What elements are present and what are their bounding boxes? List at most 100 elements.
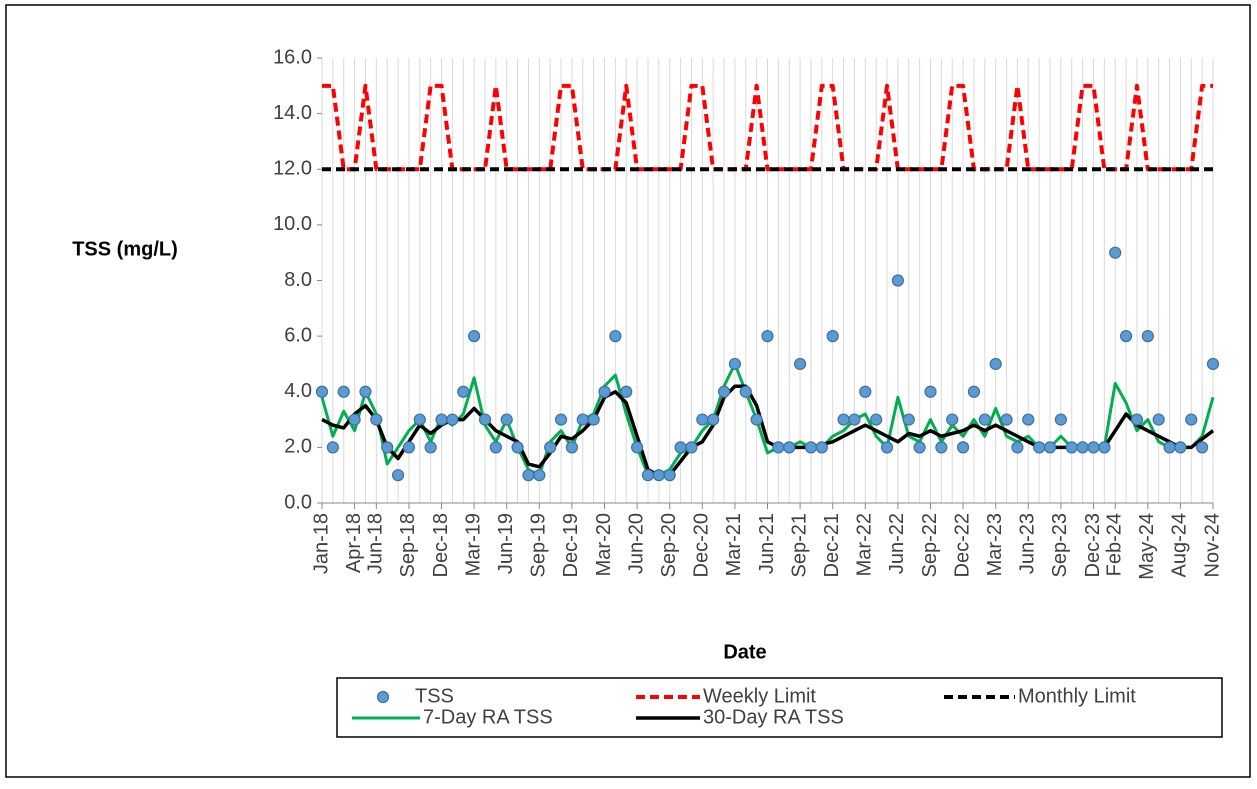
data-point bbox=[500, 413, 513, 426]
data-point bbox=[1185, 413, 1198, 426]
x-tick-label: May-24 bbox=[1136, 513, 1158, 580]
data-point bbox=[978, 413, 991, 426]
data-point bbox=[457, 385, 470, 398]
data-point bbox=[565, 441, 579, 454]
y-tick-label: 4.0 bbox=[284, 380, 312, 402]
data-point bbox=[1065, 441, 1078, 454]
data-point bbox=[1141, 330, 1154, 343]
x-axis-title: Date bbox=[723, 641, 766, 663]
x-tick-label: Apr-18 bbox=[343, 513, 365, 573]
data-point bbox=[587, 413, 600, 426]
x-tick-label: Nov-24 bbox=[1201, 513, 1223, 577]
x-tick-label: Jun-23 bbox=[1017, 513, 1039, 574]
data-point bbox=[1119, 330, 1133, 343]
data-point bbox=[761, 330, 774, 343]
y-tick-label: 10.0 bbox=[273, 213, 312, 235]
legend-label: TSS bbox=[415, 685, 454, 707]
x-tick-label: Mar-23 bbox=[984, 513, 1006, 576]
legend-label: Weekly Limit bbox=[703, 685, 816, 707]
data-point bbox=[870, 413, 883, 426]
data-point bbox=[1206, 357, 1220, 371]
data-point bbox=[652, 469, 665, 482]
data-point bbox=[424, 441, 437, 454]
data-point bbox=[891, 274, 904, 287]
x-tick-label: Jun-20 bbox=[625, 513, 647, 574]
data-point bbox=[913, 441, 926, 454]
data-point bbox=[1152, 413, 1165, 426]
data-point bbox=[544, 441, 557, 454]
x-tick-label: Jun-19 bbox=[495, 513, 517, 574]
data-point bbox=[641, 469, 655, 482]
data-point bbox=[1011, 441, 1024, 454]
y-tick-label: 6.0 bbox=[284, 324, 312, 346]
data-point bbox=[826, 330, 839, 343]
data-point bbox=[837, 413, 850, 426]
data-point bbox=[902, 413, 915, 426]
data-point bbox=[489, 441, 502, 454]
data-point bbox=[783, 441, 796, 454]
x-tick-label: Jun-18 bbox=[365, 513, 387, 574]
x-tick-label: Dec-19 bbox=[560, 513, 582, 577]
data-point bbox=[989, 357, 1002, 371]
data-point bbox=[772, 441, 785, 454]
legend-box bbox=[336, 677, 1223, 738]
data-point bbox=[935, 441, 948, 454]
x-tick-label: Dec-21 bbox=[821, 513, 843, 577]
data-point bbox=[1196, 441, 1209, 454]
series-line bbox=[321, 384, 1215, 477]
y-tick-label: 14.0 bbox=[273, 102, 312, 124]
data-point bbox=[315, 385, 329, 398]
data-point bbox=[522, 469, 535, 482]
x-tick-label: Feb-24 bbox=[1103, 513, 1125, 576]
data-point bbox=[609, 330, 622, 343]
y-tick-label: 0.0 bbox=[284, 491, 312, 513]
data-point bbox=[815, 441, 828, 454]
data-point bbox=[956, 441, 970, 454]
x-tick-label: Sep-22 bbox=[919, 513, 941, 578]
data-point bbox=[1087, 441, 1100, 454]
y-tick-label: 2.0 bbox=[284, 436, 312, 458]
data-point bbox=[739, 385, 752, 398]
x-tick-label: Mar-22 bbox=[854, 513, 876, 576]
data-point bbox=[631, 441, 644, 454]
x-tick-label: Dec-20 bbox=[691, 513, 713, 577]
legend-label: Monthly Limit bbox=[1018, 685, 1136, 707]
x-tick-label: Jan-18 bbox=[310, 513, 332, 574]
y-axis-title: TSS (mg/L) bbox=[72, 238, 178, 260]
y-tick-label: 16.0 bbox=[273, 46, 312, 68]
x-tick-label: Sep-21 bbox=[788, 513, 810, 578]
data-point bbox=[1163, 441, 1176, 454]
data-point bbox=[1098, 441, 1111, 454]
data-point bbox=[370, 413, 383, 426]
series-line bbox=[320, 362, 1215, 477]
x-tick-label: Jun-22 bbox=[886, 513, 908, 574]
data-point bbox=[1054, 413, 1067, 426]
data-point bbox=[533, 469, 546, 482]
y-tick-label: 12.0 bbox=[273, 158, 312, 180]
data-point bbox=[468, 330, 481, 343]
legend-label: 7-Day RA TSS bbox=[423, 706, 553, 728]
data-point bbox=[598, 385, 611, 398]
data-point bbox=[717, 385, 731, 398]
data-point bbox=[967, 385, 981, 398]
data-point bbox=[848, 413, 861, 426]
data-point bbox=[446, 413, 459, 426]
x-tick-label: Sep-23 bbox=[1049, 513, 1071, 578]
data-point bbox=[696, 413, 709, 426]
data-point bbox=[685, 441, 698, 454]
data-point bbox=[402, 441, 416, 454]
data-point bbox=[946, 413, 959, 426]
data-point bbox=[391, 469, 405, 482]
data-point bbox=[1109, 246, 1122, 259]
x-tick-label: Jun-21 bbox=[756, 513, 778, 574]
data-point bbox=[478, 413, 492, 426]
x-tick-label: Mar-20 bbox=[593, 513, 615, 576]
data-point bbox=[359, 385, 372, 398]
legend-marker bbox=[376, 690, 390, 704]
x-tick-label: Mar-19 bbox=[462, 513, 484, 576]
data-point bbox=[880, 441, 894, 454]
data-point bbox=[674, 441, 687, 454]
data-point bbox=[413, 413, 426, 426]
data-point bbox=[924, 385, 937, 398]
x-tick-label: Sep-20 bbox=[658, 513, 680, 578]
